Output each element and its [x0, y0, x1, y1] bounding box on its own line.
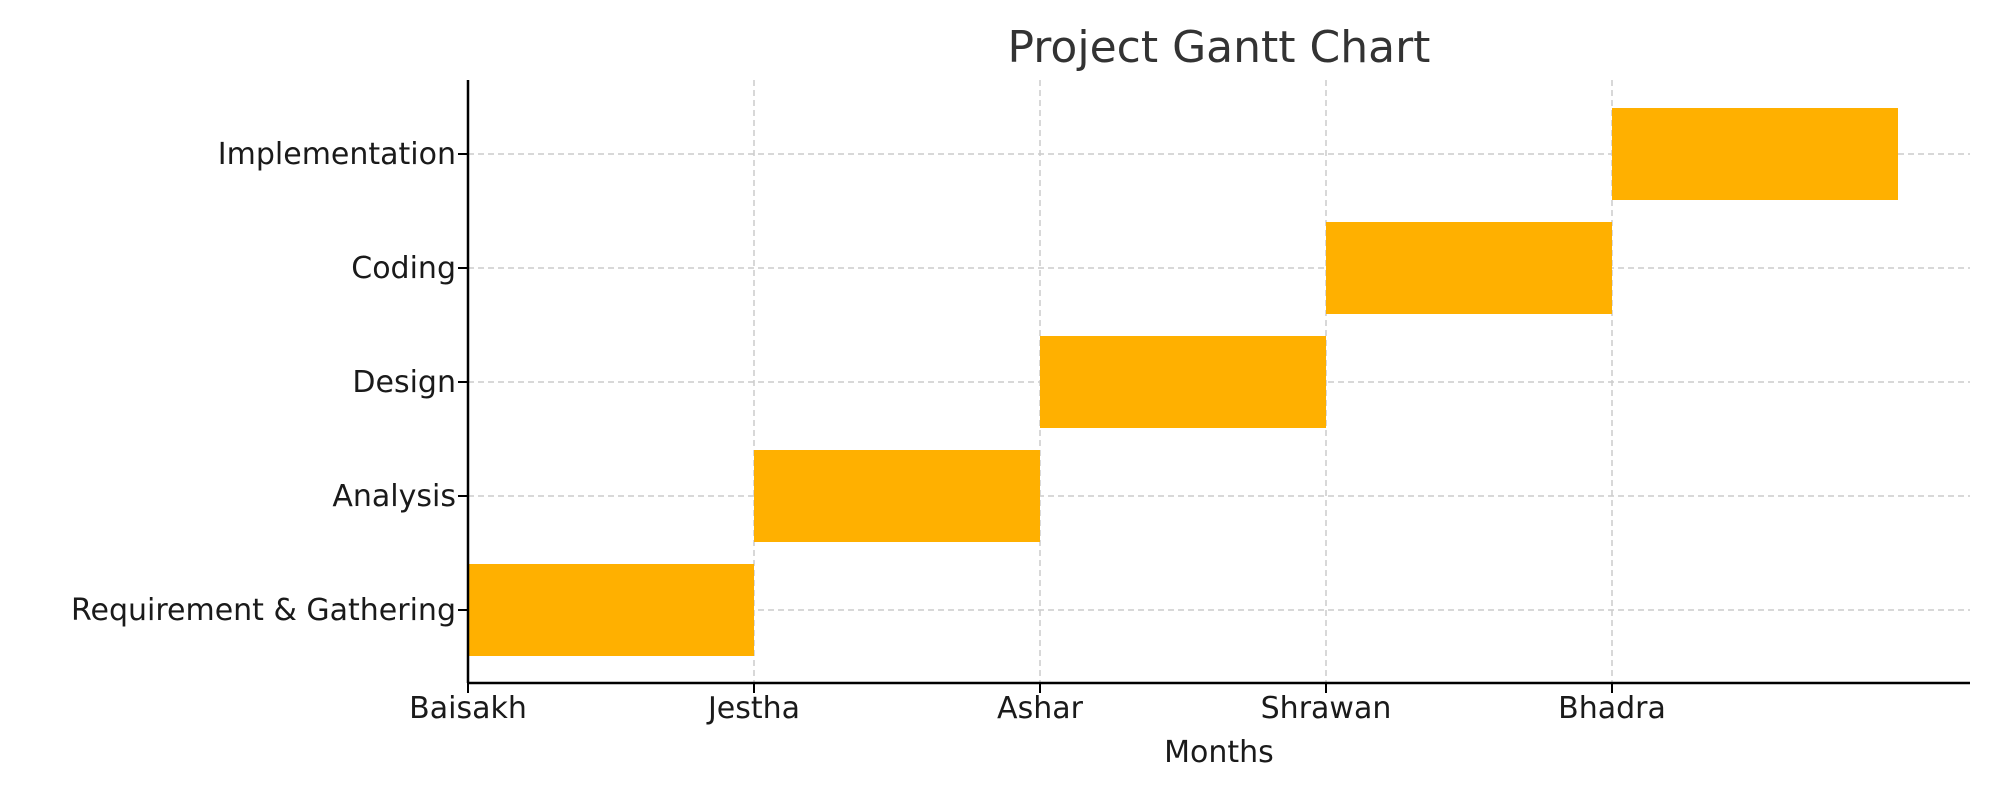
x-tick-label: Jestha: [706, 691, 800, 726]
y-tick-label: Analysis: [332, 479, 456, 514]
task-bars: [468, 108, 1898, 656]
task-bar: [754, 450, 1040, 542]
x-tick-label: Ashar: [997, 691, 1084, 726]
x-tick-label: Baisakh: [409, 691, 527, 726]
ticks: Requirement & Gathering Analysis Design Cod…: [71, 137, 1666, 726]
task-bar: [468, 564, 754, 656]
task-bar: [1612, 108, 1898, 200]
task-bar: [1040, 336, 1326, 428]
x-axis-label: Months: [1164, 735, 1274, 770]
task-bar: [1326, 222, 1612, 314]
y-tick-label: Design: [352, 365, 456, 400]
y-tick-label: Implementation: [218, 137, 456, 172]
x-tick-label: Shrawan: [1261, 691, 1392, 726]
chart-title: Project Gantt Chart: [1008, 22, 1431, 73]
y-tick-label: Coding: [351, 251, 456, 286]
y-tick-label: Requirement & Gathering: [71, 593, 456, 628]
x-tick-label: Bhadra: [1558, 691, 1666, 726]
